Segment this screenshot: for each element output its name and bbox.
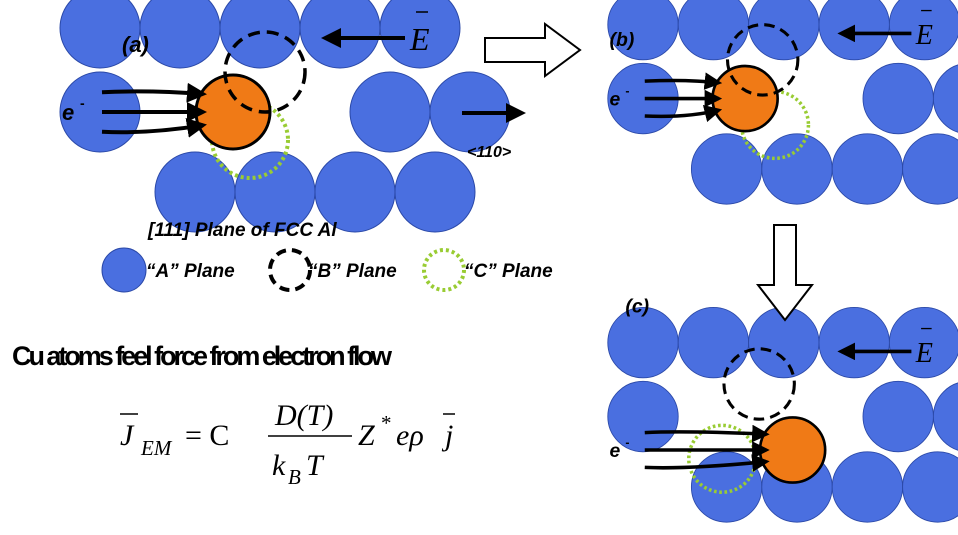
a-atom — [819, 307, 889, 377]
field-label: E — [409, 21, 430, 57]
legend-title: [111] Plane of FCC Al — [147, 220, 337, 241]
transition-arrow — [758, 225, 812, 320]
a-atom — [300, 0, 380, 68]
a-atom — [863, 381, 933, 451]
equation: J EM = C D(T) k B T Z * eρ j — [120, 399, 455, 489]
eq-z: Z — [358, 419, 375, 452]
transition-arrow — [485, 24, 580, 76]
electron-arrow — [102, 91, 203, 94]
legend-a: “A” Plane — [146, 261, 235, 282]
panel-label: (a) — [122, 32, 149, 57]
a-atom — [678, 307, 748, 377]
a-atom — [903, 452, 958, 522]
field-label: E — [915, 338, 933, 369]
a-atom — [863, 63, 933, 133]
panel: e- E (c) — [608, 296, 958, 522]
legend-c-icon — [424, 250, 464, 290]
electron-label: e — [62, 100, 74, 125]
panel-label: (b) — [610, 29, 635, 51]
eq-z-sup: * — [380, 411, 391, 435]
electron-label: e — [610, 440, 621, 462]
a-atom — [933, 63, 958, 133]
a-atom — [350, 72, 430, 152]
legend-a-icon — [102, 248, 146, 292]
a-atom — [819, 0, 889, 60]
cu-atom — [760, 417, 825, 482]
caption: Cu atoms feel force from electron flow — [12, 341, 393, 371]
a-atom — [762, 134, 832, 204]
eq-tail: eρ — [396, 419, 424, 452]
eq-num: D(T) — [274, 399, 333, 432]
a-atom — [140, 0, 220, 68]
a-atom — [903, 134, 958, 204]
diagram: e-E(a)e-E(b)e-E(c) <110> [111] Plane of … — [0, 0, 958, 535]
field-label: E — [915, 20, 933, 51]
eq-den: k — [272, 449, 286, 482]
eq-j: j — [441, 419, 453, 452]
panel: e- E (a) — [60, 0, 510, 232]
a-atom — [395, 152, 475, 232]
a-atom — [832, 452, 902, 522]
electron-sup: - — [80, 95, 85, 111]
eq-den-sub: B — [288, 465, 301, 489]
legend-c: “C” Plane — [464, 261, 553, 282]
panel-label: (c) — [625, 296, 649, 318]
a-atom — [933, 381, 958, 451]
legend-b: “B” Plane — [308, 261, 397, 282]
electron-sup: - — [625, 435, 629, 449]
electron-arrow — [645, 80, 719, 82]
a-atom — [678, 0, 748, 60]
legend-b-icon — [270, 250, 310, 290]
eq-eq: = C — [185, 419, 229, 452]
a-atom — [608, 307, 678, 377]
eq-den-tail: T — [306, 449, 325, 482]
eq-lhs: J — [120, 419, 135, 452]
panel: e- E (b) — [608, 0, 958, 204]
a-atom — [691, 134, 761, 204]
electron-label: e — [610, 89, 621, 111]
a-atom — [832, 134, 902, 204]
electron-sup: - — [625, 84, 629, 98]
eq-lhs-sub: EM — [140, 436, 173, 460]
direction-label: <110> — [467, 144, 511, 161]
cu-atom — [713, 66, 778, 131]
